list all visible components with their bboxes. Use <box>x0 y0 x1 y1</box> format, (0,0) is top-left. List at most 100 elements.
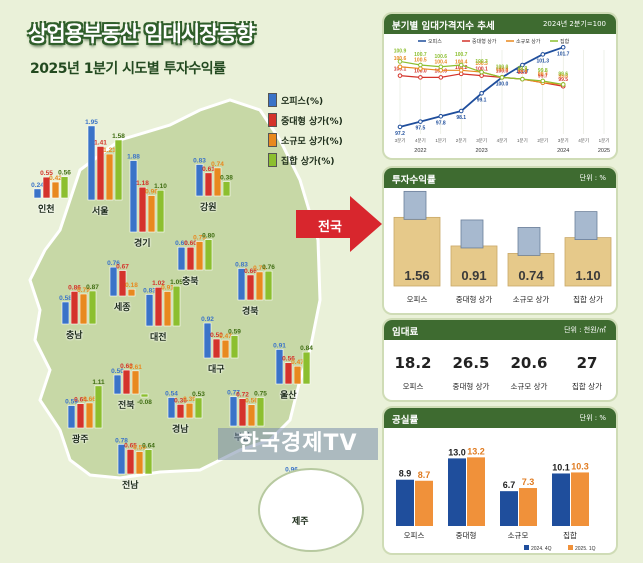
region-bar-서울-3 <box>114 139 123 201</box>
line-value-1-5: 100.0 <box>496 68 509 74</box>
region-value-전북-1: 0.63 <box>120 363 133 370</box>
region-value-부산-0: 0.77 <box>227 390 240 397</box>
return-value-2: 0.74 <box>518 268 544 283</box>
vacancy-bar-1-0 <box>448 458 466 526</box>
page-title: 상업용부동산 임대시장동향 <box>28 22 255 46</box>
region-bar-울산-1 <box>284 362 293 385</box>
region-label-대전: 대전 <box>150 333 167 343</box>
line-point-3-2 <box>438 64 444 70</box>
region-value-경기-3: 1.10 <box>154 183 167 190</box>
region-value-부산-3: 0.75 <box>254 391 267 398</box>
region-value-강원-2: 0.74 <box>211 161 224 168</box>
line-value-2-6: 99.9 <box>518 68 528 74</box>
region-bar-전북-3 <box>140 393 149 398</box>
region-bar-충남-3 <box>88 290 97 325</box>
region-value-대구-2: 0.47 <box>219 333 232 340</box>
region-bars-강원: 0.83 0.610.74 0.38 <box>193 157 233 197</box>
region-value-전남-1: 0.65 <box>124 442 137 449</box>
region-bar-서울-2 <box>105 153 114 201</box>
building-icon-3 <box>574 211 598 241</box>
region-value-서울-1: 1.41 <box>94 139 107 146</box>
vacancy-unit: 단위 : % <box>579 414 606 422</box>
region-value-경북-1: 0.66 <box>244 268 257 275</box>
region-bar-대구-3 <box>230 335 239 359</box>
region-bar-울산-2 <box>293 365 302 385</box>
region-bar-경기-2 <box>147 195 156 233</box>
line-value-2-4: 100.3 <box>475 61 488 67</box>
vacancy-label-1: 중대형 <box>456 531 477 540</box>
region-bars-경기: 1.88 1.18 0.961.10 <box>127 154 167 233</box>
line-xtick-7: 2분기 <box>537 137 548 144</box>
nation-label: 전국 <box>318 220 342 235</box>
region-value-인천-3: 0.56 <box>58 170 71 177</box>
region-bars-부산: 0.770.720.560.75 <box>227 390 267 427</box>
region-value-울산-0: 0.91 <box>273 342 286 349</box>
region-bar-경남-1 <box>176 404 185 419</box>
region-bar-대구-0 <box>203 322 212 359</box>
line-xtick-3: 2분기 <box>456 137 467 144</box>
region-value-경남-0: 0.54 <box>165 390 178 397</box>
region-label-충남: 충남 <box>66 331 83 341</box>
region-bar-경북-3 <box>264 270 273 301</box>
region-bar-세종-2 <box>127 288 136 297</box>
line-point-3-6 <box>520 76 525 82</box>
line-point-0-8 <box>560 45 566 50</box>
price-index-title: 분기별 임대가격지수 추세 <box>392 21 495 32</box>
line-value-2-0: 100.6 <box>394 56 407 62</box>
region-label-서울: 서울 <box>92 207 109 217</box>
region-value-강원-1: 0.61 <box>202 166 215 173</box>
line-xtick-9: 4분기 <box>578 137 589 144</box>
region-value-대전-0: 0.83 <box>143 287 156 294</box>
rent-value-small: 20.6 <box>510 354 548 372</box>
region-bar-서울-1 <box>96 146 105 201</box>
line-value-1-8: 99.5 <box>558 77 568 83</box>
rent-value-office: 18.2 <box>394 354 432 372</box>
region-value-강원-3: 0.38 <box>220 175 233 182</box>
line-value-3-4: 100.3 <box>475 59 488 65</box>
vacancy-bar-0-0 <box>396 479 414 526</box>
region-bars-대전: 0.831.020.911.05 <box>143 279 183 327</box>
region-value-울산-1: 0.56 <box>282 356 295 363</box>
region-bars-세종: 0.760.67 0.18 <box>107 260 138 297</box>
region-bar-충북-1 <box>186 246 195 271</box>
region-bar-대전-0 <box>145 294 154 327</box>
building-icon-2 <box>517 227 541 256</box>
region-label-경기: 경기 <box>134 239 151 249</box>
vacancy-title: 공실률 <box>392 415 419 426</box>
vacancy-value-3-0: 10.1 <box>552 462 570 472</box>
region-bar-강원-0 <box>195 164 204 197</box>
region-value-충북-2: 0.75 <box>193 235 206 242</box>
region-bar-대전-3 <box>172 285 181 327</box>
region-bar-대전-1 <box>154 286 163 327</box>
line-value-3-6: 99.9 <box>518 66 528 72</box>
legend-item-small: 소규모 상가(%) <box>268 130 343 150</box>
region-value-광주-1: 0.64 <box>74 397 87 404</box>
region-value-인천-2: 0.42 <box>49 175 62 182</box>
region-value-충북-0: 0.60 <box>175 240 188 247</box>
region-bar-경기-1 <box>138 186 147 233</box>
line-legend-label-3: 집합 <box>560 38 570 45</box>
vacancy-legend-swatch-0 <box>524 545 529 550</box>
region-bars-충북: 0.600.600.750.80 <box>175 233 215 271</box>
region-value-세종-2: 0.18 <box>125 282 138 289</box>
rent-value-large: 26.5 <box>452 354 490 372</box>
vacancy-legend-swatch-1 <box>568 545 573 550</box>
region-label-광주: 광주 <box>72 435 89 445</box>
return-value-3: 1.10 <box>575 268 600 283</box>
region-value-인천-1: 0.55 <box>40 170 53 177</box>
vacancy-legend-label-0: 2024. 4Q <box>531 546 552 552</box>
line-value-1-3: 100.2 <box>455 65 468 71</box>
region-value-충남-1: 0.86 <box>68 284 81 291</box>
region-value-충남-0: 0.58 <box>59 295 72 302</box>
line-point-2-0 <box>397 64 403 70</box>
region-bar-광주-0 <box>67 405 76 429</box>
vacancy-legend-label-1: 2025. 1Q <box>575 546 596 552</box>
region-bar-세종-1 <box>118 270 127 297</box>
vacancy-bar-2-0 <box>500 491 518 526</box>
region-bar-경남-3 <box>194 397 203 419</box>
region-value-인천-0: 0.24 <box>31 182 44 189</box>
region-bar-서울-0 <box>87 125 96 201</box>
region-bar-부산-3 <box>256 397 265 427</box>
region-value-충북-1: 0.60 <box>184 240 197 247</box>
line-value-1-6: 99.9 <box>518 70 528 76</box>
